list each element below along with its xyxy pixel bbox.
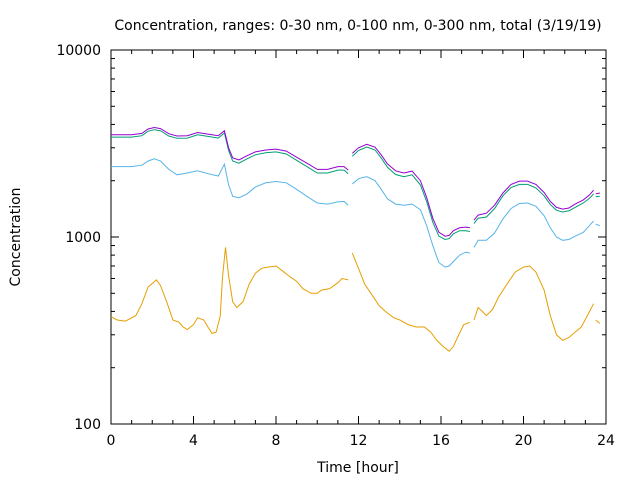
series-1 bbox=[110, 247, 601, 352]
series-line bbox=[595, 319, 601, 324]
series-4 bbox=[111, 126, 600, 237]
plot-frame bbox=[110, 49, 607, 425]
x-tick-label: 12 bbox=[350, 433, 368, 449]
x-tick-label: 24 bbox=[597, 433, 615, 449]
series-layer bbox=[110, 126, 601, 352]
series-3 bbox=[111, 129, 600, 241]
series-line bbox=[595, 195, 600, 198]
x-tick-label: 20 bbox=[515, 433, 533, 449]
y-tick-label: 10000 bbox=[56, 43, 101, 59]
series-2 bbox=[111, 158, 600, 268]
chart-title: Concentration, ranges: 0-30 nm, 0-100 nm… bbox=[114, 18, 601, 34]
series-line bbox=[351, 146, 470, 241]
series-line bbox=[473, 202, 594, 248]
x-tick-label: 0 bbox=[107, 433, 116, 449]
series-line bbox=[473, 183, 594, 224]
axis-ticks: 0 4 8 12 16 20 24 100 1000 10000 bbox=[56, 43, 615, 449]
y-axis-label: Concentration bbox=[8, 187, 24, 286]
x-axis-label: Time [hour] bbox=[316, 460, 399, 476]
series-line bbox=[111, 158, 349, 206]
series-line bbox=[351, 176, 471, 268]
x-tick-label: 8 bbox=[272, 433, 281, 449]
series-line bbox=[473, 180, 594, 221]
series-line bbox=[351, 143, 470, 237]
x-tick-label: 4 bbox=[189, 433, 198, 449]
y-tick-label: 100 bbox=[74, 417, 101, 433]
series-line bbox=[473, 265, 595, 341]
y-tick-label: 1000 bbox=[65, 230, 101, 246]
series-line bbox=[351, 252, 471, 352]
series-line bbox=[595, 223, 600, 227]
x-tick-label: 16 bbox=[432, 433, 450, 449]
series-line bbox=[595, 192, 600, 195]
series-line bbox=[111, 129, 349, 175]
series-line bbox=[111, 126, 349, 171]
series-line bbox=[110, 247, 349, 334]
